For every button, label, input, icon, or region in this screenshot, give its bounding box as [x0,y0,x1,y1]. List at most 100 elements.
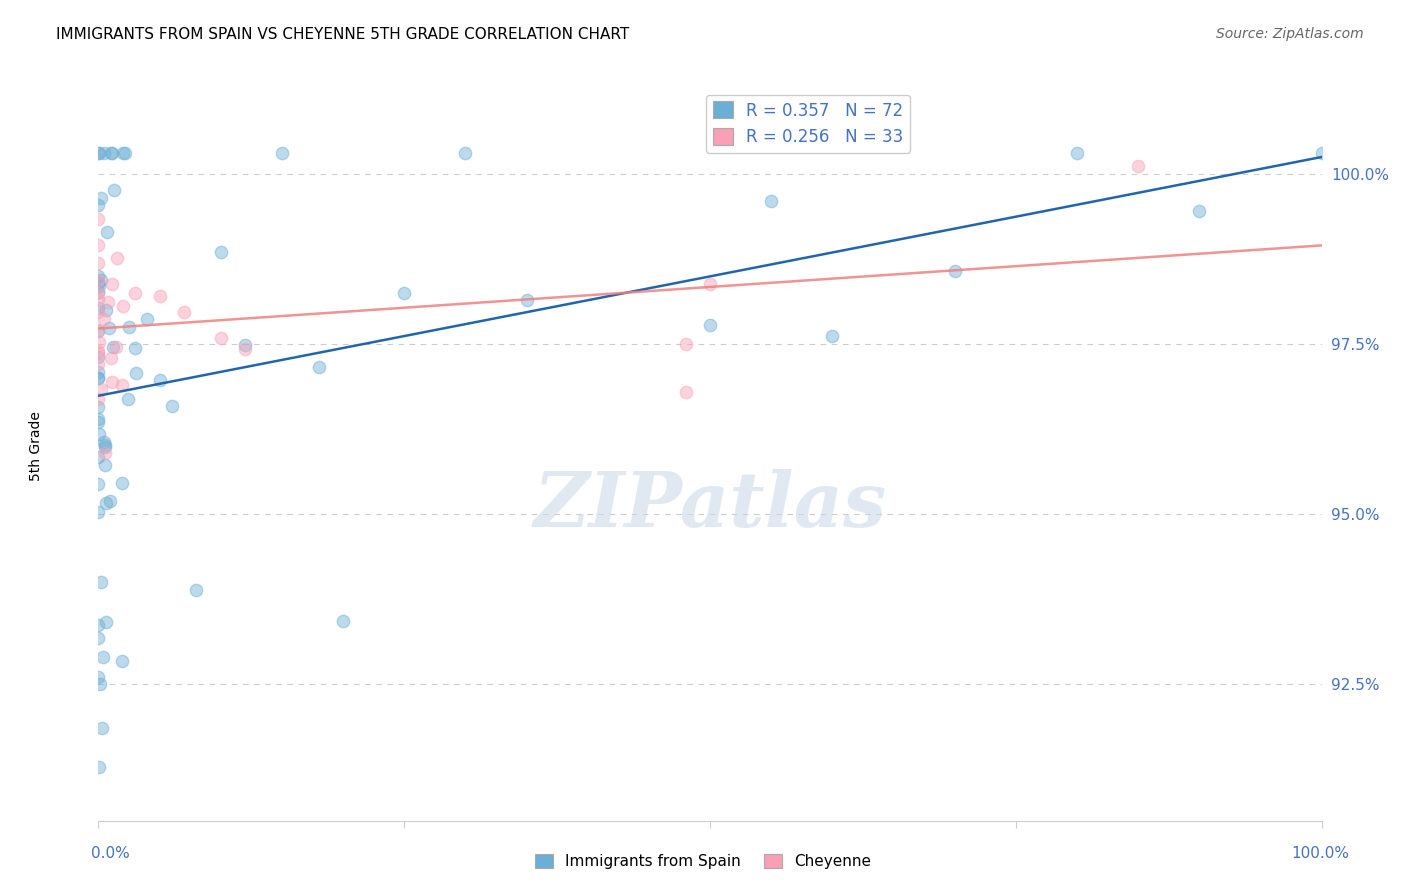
Text: 0.0%: 0.0% [91,847,131,861]
Point [124,286,146,301]
Point [89,146,111,161]
Point [100,146,122,161]
Point [515,293,537,307]
Point [392,285,416,300]
Point [761,194,783,209]
Point [118,320,141,334]
Point [943,263,966,277]
Point [136,311,159,326]
Point [103,183,125,197]
Point [90,273,112,287]
Point [124,342,146,356]
Point [209,331,232,345]
Point [87,618,110,632]
Point [87,256,110,270]
Point [87,335,110,350]
Point [111,378,134,392]
Point [87,370,110,384]
Point [87,344,110,359]
Point [98,493,121,508]
Point [270,146,294,161]
Point [160,399,183,413]
Point [87,273,110,287]
Point [173,305,195,319]
Legend: R = 0.357   N = 72, R = 0.256   N = 33: R = 0.357 N = 72, R = 0.256 N = 33 [706,95,910,153]
Point [87,305,110,319]
Point [675,384,697,399]
Point [87,323,110,337]
Point [87,670,110,684]
Point [87,324,110,338]
Point [90,722,112,736]
Point [149,373,172,387]
Point [89,760,111,774]
Point [699,318,721,332]
Point [149,289,172,303]
Point [87,357,110,371]
Text: Source: ZipAtlas.com: Source: ZipAtlas.com [1216,27,1364,41]
Point [87,477,110,491]
Point [105,340,128,354]
Point [308,360,330,375]
Text: ZIPatlas: ZIPatlas [533,469,887,543]
Point [233,343,256,357]
Point [87,279,110,293]
Point [111,146,134,161]
Point [117,392,139,406]
Point [87,211,110,226]
Text: IMMIGRANTS FROM SPAIN VS CHEYENNE 5TH GRADE CORRELATION CHART: IMMIGRANTS FROM SPAIN VS CHEYENNE 5TH GR… [56,27,630,42]
Point [90,191,112,205]
Point [111,299,134,313]
Point [93,312,115,326]
Point [96,496,118,510]
Point [94,303,117,318]
Point [87,400,110,414]
Point [87,350,110,364]
Point [454,146,477,161]
Point [87,292,110,306]
Point [87,371,110,385]
Point [87,346,110,360]
Text: 100.0%: 100.0% [1292,847,1350,861]
Point [87,197,110,211]
Point [1310,146,1333,161]
Point [87,505,110,519]
Point [87,238,110,252]
Point [94,437,117,451]
Point [87,450,110,465]
Point [233,338,256,352]
Point [94,440,117,454]
Point [111,475,134,490]
Point [87,412,110,426]
Point [91,650,114,665]
Point [87,392,110,406]
Point [209,244,232,259]
Point [1066,146,1088,161]
Point [87,285,110,300]
Point [821,329,844,343]
Point [87,631,110,645]
Point [87,268,110,283]
Point [94,446,117,460]
Point [332,614,354,628]
Point [101,146,124,161]
Point [90,383,112,397]
Point [87,416,110,430]
Point [1128,160,1150,174]
Point [1188,204,1211,219]
Point [87,365,110,379]
Point [87,285,110,299]
Point [699,277,721,292]
Point [93,146,115,161]
Point [87,277,110,291]
Point [89,677,111,691]
Point [87,301,110,316]
Point [675,336,697,351]
Point [87,426,110,441]
Point [87,146,110,161]
Point [93,458,115,472]
Point [105,252,128,266]
Point [101,277,124,291]
Point [97,294,120,309]
Y-axis label: 5th Grade: 5th Grade [30,411,42,481]
